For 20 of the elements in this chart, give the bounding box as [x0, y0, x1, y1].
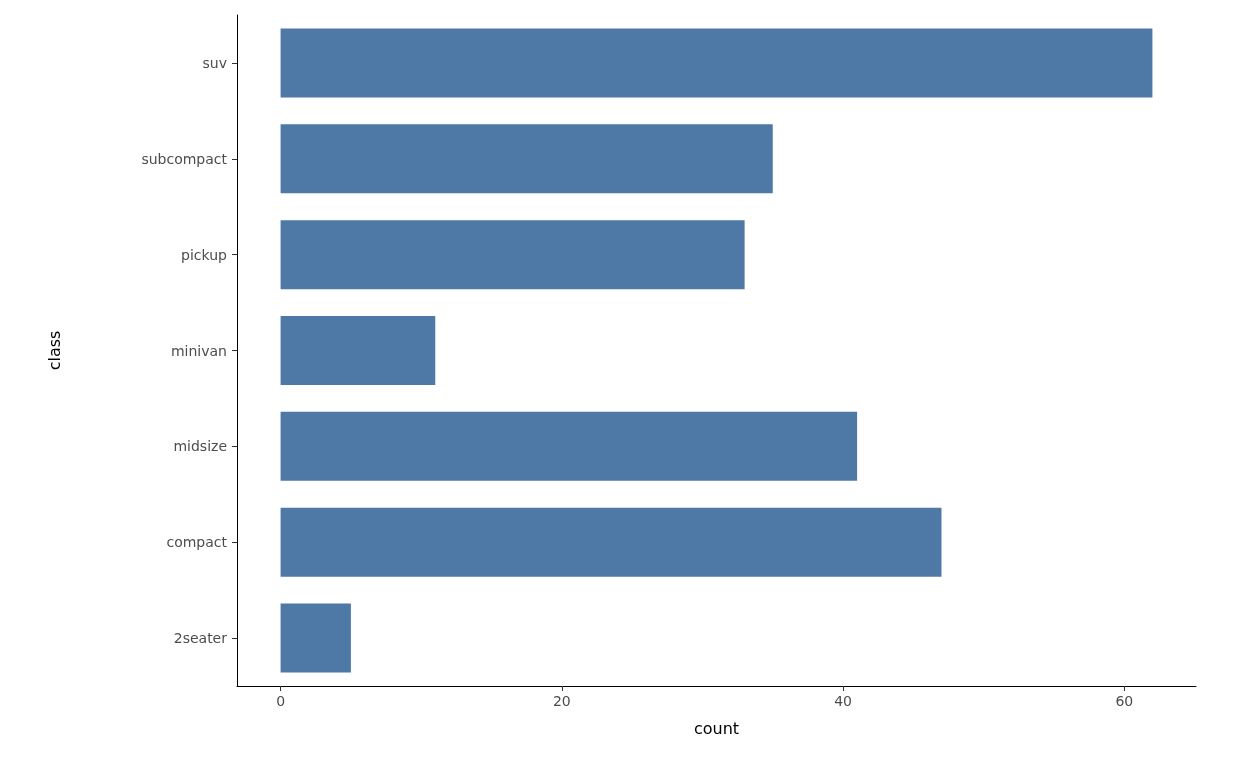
bar [280, 315, 436, 386]
x-tick-label: 40 [834, 693, 852, 709]
bar [280, 507, 942, 577]
bar [280, 28, 1153, 98]
y-tick-label: 2seater [173, 630, 228, 647]
bar [280, 220, 745, 290]
x-axis-title: count [693, 718, 740, 738]
bar [280, 603, 351, 673]
y-tick-label: midsize [173, 438, 227, 455]
x-tick-label: 20 [552, 693, 571, 709]
bar [280, 411, 858, 481]
y-tick-label: compact [166, 534, 228, 551]
y-tick-label: minivan [170, 342, 227, 359]
y-tick-label: subcompact [141, 150, 228, 167]
x-tick-label: 0 [276, 693, 286, 709]
bar [280, 124, 773, 194]
x-tick-label: 60 [1115, 693, 1134, 709]
y-axis-title: class [44, 330, 64, 371]
y-tick-label: suv [202, 54, 227, 71]
y-tick-label: pickup [181, 246, 228, 263]
